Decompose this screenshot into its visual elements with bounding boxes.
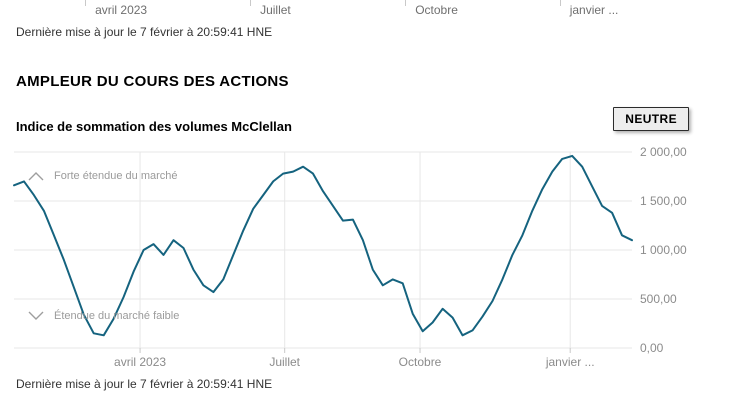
chart-canvas: 0,00 500,00 1 000,00 1 500,00 2 000,00 avril … <box>13 145 687 369</box>
x-axis-label: Juillet <box>260 3 291 17</box>
chevron-down-icon <box>28 311 44 320</box>
last-updated-text-top: Dernière mise à jour le 7 février à 20:5… <box>16 25 273 39</box>
section-title: AMPLEUR DU COURS DES ACTIONS <box>16 73 289 90</box>
x-axis-label: Octobre <box>399 355 442 369</box>
x-axis-tick <box>250 0 252 6</box>
x-axis-tick <box>85 0 87 6</box>
x-axis-label: Juillet <box>269 355 300 369</box>
x-axis-label: janvier ... <box>569 3 619 17</box>
mcclellan-summation-line <box>13 154 633 337</box>
y-axis-label: 1 000,00 <box>640 243 687 257</box>
annotation-weak-breadth-label: Étendue du marché faible <box>54 310 180 322</box>
annotation-strong-breadth-label: Forte étendue du marché <box>54 170 178 182</box>
x-axis-tick <box>559 0 561 6</box>
y-axis-label: 1 500,00 <box>640 194 687 208</box>
x-axis-label: Octobre <box>415 3 458 17</box>
chart-title: Indice de sommation des volumes McClella… <box>16 119 292 134</box>
chevron-up-icon <box>28 172 44 181</box>
previous-chart-x-axis: avril 2023 Juillet Octobre janvier ... <box>0 0 732 22</box>
last-updated-text-bottom: Dernière mise à jour le 7 février à 20:5… <box>16 377 273 391</box>
neutral-status-badge[interactable]: NEUTRE <box>613 107 689 131</box>
mcclellan-line-chart[interactable]: 0,00 500,00 1 000,00 1 500,00 2 000,00 avril … <box>0 145 732 375</box>
y-axis-label: 0,00 <box>640 341 664 355</box>
x-axis-label: janvier ... <box>545 355 595 369</box>
x-axis-label: avril 2023 <box>95 3 148 17</box>
annotation-weak-breadth: Étendue du marché faible <box>27 310 179 322</box>
x-axis-tick <box>405 0 407 6</box>
x-axis-label: avril 2023 <box>114 355 166 369</box>
y-axis-label: 500,00 <box>640 292 677 306</box>
annotation-strong-breadth: Forte étendue du marché <box>27 170 178 182</box>
y-axis-label: 2 000,00 <box>640 145 687 159</box>
